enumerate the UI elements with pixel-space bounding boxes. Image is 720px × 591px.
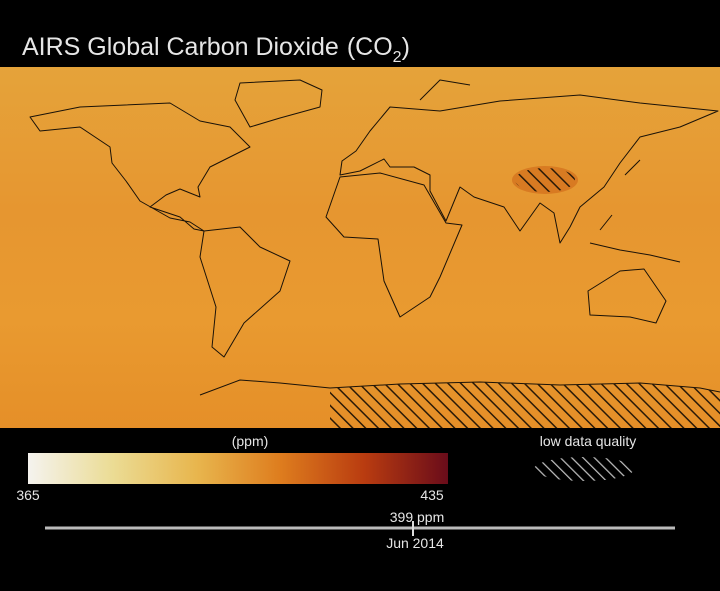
greenland (234, 79, 323, 128)
colorbar-min: 365 (16, 487, 40, 503)
north-america (29, 102, 251, 232)
australia (587, 268, 667, 324)
antarctica-hatch (330, 382, 720, 428)
map-field (0, 67, 720, 428)
legend-label: low data quality (540, 433, 637, 449)
eurasia (339, 94, 719, 244)
title-close: ) (402, 33, 410, 61)
title-formula: (CO (347, 33, 393, 61)
title-subscript: 2 (393, 49, 402, 66)
title-text: AIRS Global Carbon Dioxide (22, 33, 339, 61)
legend-hatch (534, 457, 634, 481)
africa (325, 172, 463, 318)
map (0, 67, 720, 428)
colorbar-unit: (ppm) (232, 433, 269, 449)
islands (419, 79, 681, 263)
tibet-hatch (515, 168, 575, 192)
south-america (199, 226, 291, 358)
title: AIRS Global Carbon Dioxide (CO2) (22, 33, 410, 66)
timeline-value: 399 ppm (390, 509, 444, 525)
colorbar-max: 435 (420, 487, 444, 503)
timeline-date: Jun 2014 (386, 535, 444, 551)
colorbar (28, 453, 448, 484)
